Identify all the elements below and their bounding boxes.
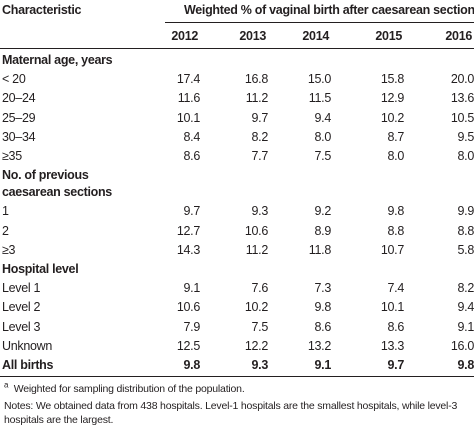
cell-value: 8.6 xyxy=(314,319,332,334)
row-label: ≥35 xyxy=(2,149,22,163)
cell-value: 11.5 xyxy=(308,91,332,106)
cell-value: 10.2 xyxy=(380,110,404,125)
year-header: 2014 xyxy=(302,29,329,43)
header-bottom-rule xyxy=(0,48,474,49)
cell-value: 9.2 xyxy=(314,204,332,219)
section-title: No. of previous xyxy=(2,168,89,183)
cell-value: 10.1 xyxy=(176,110,200,125)
row-label: All births xyxy=(2,358,54,372)
cell-value: 9.7 xyxy=(251,110,269,125)
cell-value: 8.0 xyxy=(314,129,332,144)
year-header: 2013 xyxy=(239,29,266,43)
spanner-text: Weighted % of vaginal birth after caesar… xyxy=(184,3,474,17)
cell-value: 9.9 xyxy=(457,204,474,219)
cell-value: 7.5 xyxy=(251,319,269,334)
row-label: Level 3 xyxy=(2,319,41,334)
cell-value: 15.8 xyxy=(380,72,404,87)
row-label: ≥3 xyxy=(2,242,16,257)
footnote-text: Notes: We obtained data from 438 hospita… xyxy=(4,400,458,426)
cell-value: 14.3 xyxy=(176,242,200,257)
cell-value: 17.4 xyxy=(176,72,200,87)
cell-value: 9.5 xyxy=(457,129,474,144)
cell-value: 8.4 xyxy=(183,129,201,144)
row-label: Level 1 xyxy=(2,281,41,296)
cell-value: 13.6 xyxy=(450,91,474,106)
cell-value: 11.2 xyxy=(245,91,269,106)
cell-value: 9.1 xyxy=(457,319,474,334)
cell-value: 12.7 xyxy=(176,223,200,238)
cell-value: 7.5 xyxy=(314,149,332,163)
cell-value: 8.0 xyxy=(387,149,405,163)
cell-value: 11.8 xyxy=(308,242,332,257)
cell-value: 11.6 xyxy=(177,91,201,106)
cell-value: 8.8 xyxy=(457,223,474,238)
cell-value: 20.0 xyxy=(450,72,474,87)
cell-value: 9.8 xyxy=(387,204,405,219)
footnote-marker: a xyxy=(4,380,9,390)
column-header: Characteristic xyxy=(2,3,82,17)
cell-value: 8.2 xyxy=(251,129,269,144)
cell-value: 9.7 xyxy=(387,358,405,372)
cell-value: 10.2 xyxy=(244,300,268,315)
section-title: caesarean sections xyxy=(2,185,112,200)
cell-value: 15.0 xyxy=(307,72,331,87)
cell-value: 9.4 xyxy=(457,300,474,315)
year-header: 2016 xyxy=(445,29,472,43)
cell-value: 16.8 xyxy=(244,72,268,87)
table-bottom-rule xyxy=(0,376,474,377)
cell-value: 9.8 xyxy=(457,358,474,372)
cell-value: 8.6 xyxy=(183,149,201,163)
cell-value: 9.4 xyxy=(314,110,332,125)
cell-value: 7.7 xyxy=(251,149,269,163)
row-label: Level 2 xyxy=(2,300,41,315)
cell-value: 9.7 xyxy=(183,204,201,219)
footnote-text: Weighted for sampling distribution of th… xyxy=(13,383,245,395)
cell-value: 7.9 xyxy=(183,319,201,334)
cell-value: 8.9 xyxy=(314,223,332,238)
cell-value: 10.6 xyxy=(244,223,268,238)
row-label: 2 xyxy=(2,223,9,238)
row-label: 20–24 xyxy=(2,91,36,106)
row-label: 1 xyxy=(2,204,9,219)
cell-value: 10.7 xyxy=(380,242,404,257)
row-label: 25–29 xyxy=(2,110,36,125)
cell-value: 8.2 xyxy=(457,281,474,296)
cell-value: 9.3 xyxy=(251,358,269,372)
cell-value: 7.6 xyxy=(251,281,269,296)
year-header: 2015 xyxy=(375,29,402,43)
cell-value: 10.6 xyxy=(176,300,200,315)
cell-value: 8.8 xyxy=(387,223,405,238)
cell-value: 13.2 xyxy=(307,338,331,353)
footnote: a Weighted for sampling distribution of … xyxy=(4,380,245,396)
cell-value: 7.3 xyxy=(314,281,332,296)
cell-value: 12.2 xyxy=(244,338,268,353)
section-title: Maternal age, years xyxy=(2,53,113,67)
row-label: Unknown xyxy=(2,338,53,353)
section-title: Hospital level xyxy=(2,262,79,276)
cell-value: 12.9 xyxy=(380,91,404,106)
cell-value: 10.5 xyxy=(450,110,474,125)
cell-value: 8.0 xyxy=(457,149,474,163)
cell-value: 8.7 xyxy=(387,129,405,144)
cell-value: 9.1 xyxy=(314,358,332,372)
row-label: 30–34 xyxy=(2,129,36,144)
row-label: < 20 xyxy=(2,72,26,87)
cell-value: 9.8 xyxy=(183,358,201,372)
cell-value: 7.4 xyxy=(387,281,405,296)
cell-value: 11.2 xyxy=(245,242,269,257)
cell-value: 10.1 xyxy=(380,300,404,315)
cell-value: 5.8 xyxy=(457,242,474,257)
header-rule xyxy=(165,22,474,23)
cell-value: 9.1 xyxy=(183,281,201,296)
cell-value: 9.8 xyxy=(314,300,332,315)
cell-value: 12.5 xyxy=(176,338,200,353)
spanner-header: Weighted % of vaginal birth after caesar… xyxy=(184,3,474,17)
year-header: 2012 xyxy=(171,29,198,43)
cell-value: 9.3 xyxy=(251,204,269,219)
cell-value: 16.0 xyxy=(450,338,474,353)
cell-value: 13.3 xyxy=(380,338,404,353)
cell-value: 8.6 xyxy=(387,319,405,334)
